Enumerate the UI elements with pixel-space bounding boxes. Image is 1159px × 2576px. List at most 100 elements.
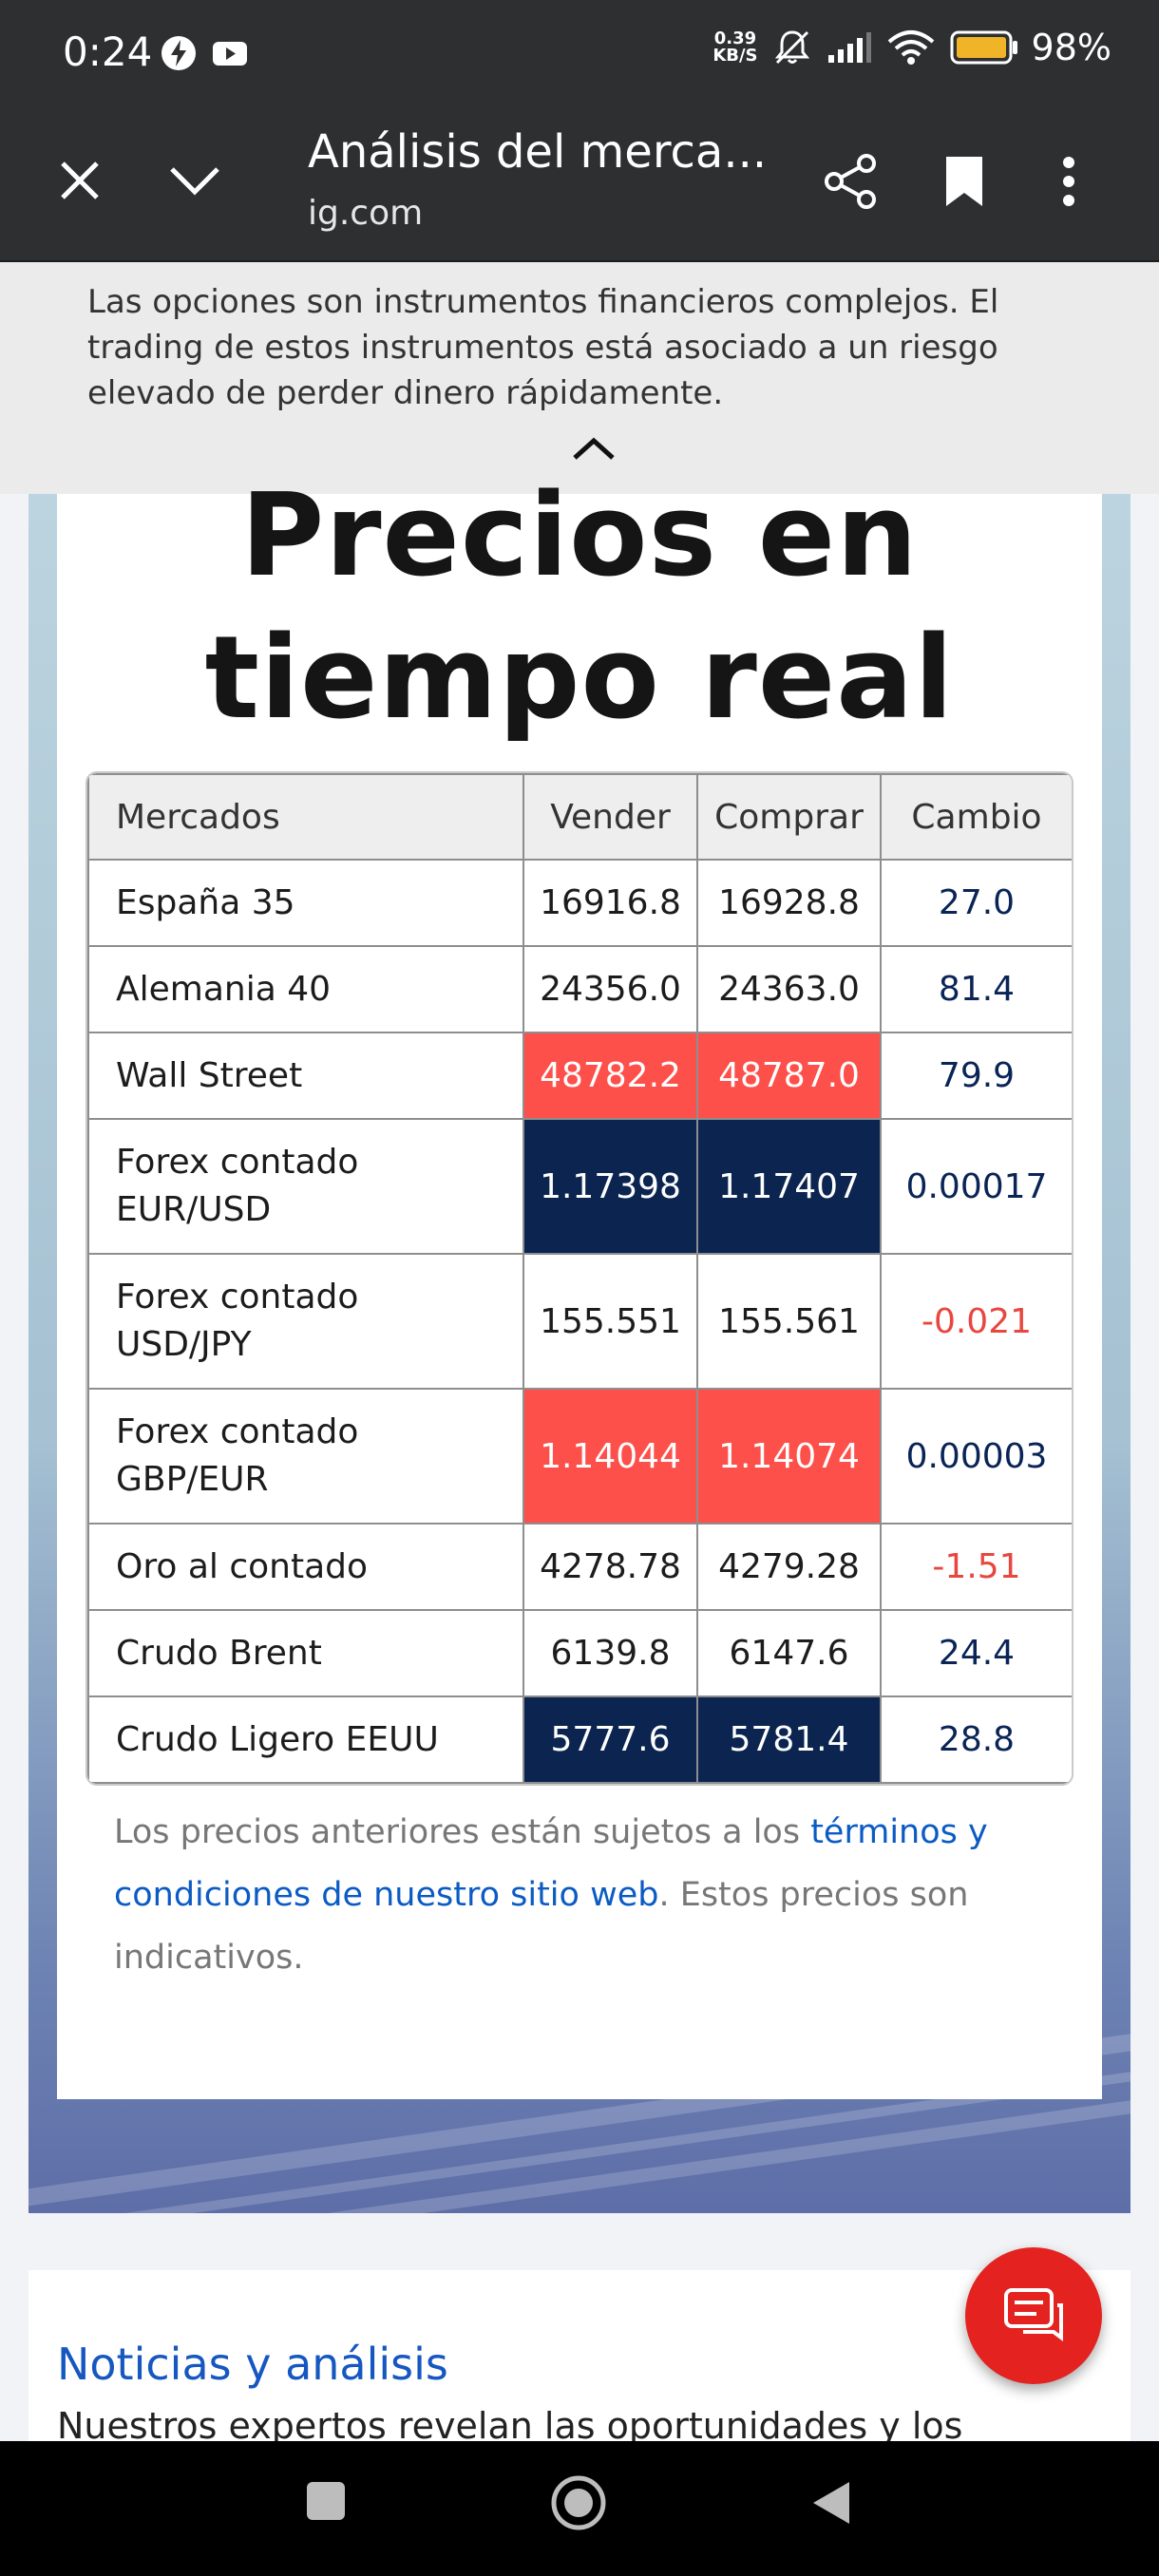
market-name: Oro al contado: [87, 1523, 524, 1611]
sell-price: 5777.6: [522, 1695, 698, 1784]
header-markets: Mercados: [87, 773, 524, 861]
market-name: Crudo Brent: [87, 1609, 524, 1697]
table-row[interactable]: Oro al contado 4278.78 4279.28 -1.51: [87, 1523, 1072, 1611]
change-value: 81.4: [880, 945, 1072, 1033]
market-name: España 35: [87, 859, 524, 947]
more-options-button[interactable]: [1045, 148, 1092, 215]
table-row[interactable]: Forex contado GBP/EUR 1.14044 1.14074 0.…: [87, 1388, 1072, 1525]
table-row[interactable]: Forex contado USD/JPY 155.551 155.561 -0…: [87, 1253, 1072, 1390]
disclaimer-text: Los precios anteriores están sujetos a l…: [114, 1813, 811, 1851]
page-domain[interactable]: ig.com: [308, 194, 424, 233]
battery-percent: 98%: [1031, 27, 1112, 68]
risk-warning-text: Las opciones son instrumentos financiero…: [87, 283, 999, 412]
buy-price: 48787.0: [696, 1032, 882, 1120]
buy-price: 16928.8: [696, 859, 882, 947]
chat-button[interactable]: [965, 2247, 1102, 2384]
change-value: 0.00003: [880, 1388, 1072, 1525]
signal-icon: [827, 32, 871, 63]
prices-disclaimer: Los precios anteriores están sujetos a l…: [114, 1801, 1045, 1989]
market-name: Alemania 40: [87, 945, 524, 1033]
browser-toolbar: Análisis del merca... ig.com: [0, 104, 1159, 262]
change-value: 27.0: [880, 859, 1072, 947]
home-circle-icon[interactable]: [549, 2473, 608, 2532]
mute-icon: [774, 30, 809, 65]
heading-line-1: Precios en: [240, 470, 919, 602]
buy-price: 1.14074: [696, 1388, 882, 1525]
close-button[interactable]: [51, 152, 108, 209]
market-name: Forex contado EUR/USD: [87, 1118, 524, 1255]
table-row[interactable]: Forex contado EUR/USD 1.17398 1.17407 0.…: [87, 1118, 1072, 1255]
buy-price: 155.561: [696, 1253, 882, 1390]
terms-link[interactable]: términos y condiciones de nuestro sitio …: [114, 1813, 988, 1914]
prices-table-wrapper: Mercados Vender Comprar Cambio España 35…: [86, 771, 1074, 1786]
market-name-line-2: EUR/USD: [116, 1190, 272, 1229]
page-title[interactable]: Análisis del merca...: [308, 125, 768, 179]
chat-icon: [1004, 2288, 1063, 2341]
minimize-button[interactable]: [162, 152, 228, 209]
heading-line-2: tiempo real: [204, 613, 955, 745]
share-button[interactable]: [817, 148, 884, 215]
change-value: 28.8: [880, 1695, 1072, 1784]
market-name-line-2: GBP/EUR: [116, 1460, 269, 1499]
change-value: 79.9: [880, 1032, 1072, 1120]
share-icon: [825, 154, 876, 209]
table-header-row: Mercados Vender Comprar Cambio: [87, 773, 1072, 861]
buy-price: 1.17407: [696, 1118, 882, 1255]
change-value: -1.51: [880, 1523, 1072, 1611]
market-name: Forex contado USD/JPY: [87, 1253, 524, 1390]
header-change: Cambio: [880, 773, 1072, 861]
table-row[interactable]: España 35 16916.8 16928.8 27.0: [87, 859, 1072, 947]
disclaimer-text-end: . Estos precios son indicativos.: [114, 1876, 969, 1977]
chevron-up-icon[interactable]: [565, 429, 622, 467]
wifi-icon: [887, 30, 934, 65]
bookmark-icon: [946, 157, 982, 206]
recents-square-icon[interactable]: [304, 2479, 348, 2523]
system-nav-bar: [0, 2441, 1159, 2576]
news-section: Noticias y análisis Nuestros expertos re…: [28, 2270, 1130, 2460]
prices-table: Mercados Vender Comprar Cambio España 35…: [87, 773, 1072, 1784]
speed-value: 0.39: [713, 28, 757, 48]
prices-card: Precios en tiempo real Mercados Vender C…: [57, 470, 1102, 2099]
youtube-icon: [213, 42, 247, 66]
sell-price: 6139.8: [522, 1609, 698, 1697]
market-name: Crudo Ligero EEUU: [87, 1695, 524, 1784]
news-title[interactable]: Noticias y análisis: [57, 2339, 448, 2390]
sell-price: 48782.2: [522, 1032, 698, 1120]
header-sell: Vender: [522, 773, 698, 861]
change-value: 0.00017: [880, 1118, 1072, 1255]
market-name: Wall Street: [87, 1032, 524, 1120]
more-vert-icon: [1063, 157, 1074, 206]
prices-heading: Precios en tiempo real: [57, 465, 1102, 750]
back-triangle-icon[interactable]: [809, 2479, 853, 2527]
sell-price: 155.551: [522, 1253, 698, 1390]
table-row[interactable]: Crudo Ligero EEUU 5777.6 5781.4 28.8: [87, 1695, 1072, 1784]
sell-price: 4278.78: [522, 1523, 698, 1611]
flash-icon: [162, 36, 196, 70]
status-time: 0:24: [63, 28, 153, 75]
speed-unit: KB/S: [712, 46, 758, 66]
close-icon: [61, 161, 99, 199]
change-value: 24.4: [880, 1609, 1072, 1697]
header-buy: Comprar: [696, 773, 882, 861]
buy-price: 5781.4: [696, 1695, 882, 1784]
buy-price: 4279.28: [696, 1523, 882, 1611]
sell-price: 1.14044: [522, 1388, 698, 1525]
bookmark-button[interactable]: [931, 148, 998, 215]
sell-price: 24356.0: [522, 945, 698, 1033]
change-value: -0.021: [880, 1253, 1072, 1390]
table-row[interactable]: Alemania 40 24356.0 24363.0 81.4: [87, 945, 1072, 1033]
market-name-line-1: Forex contado: [116, 1412, 359, 1451]
news-subtitle: Nuestros expertos revelan las oportunida…: [57, 2405, 963, 2447]
status-right: 0.39 KB/S 98%: [712, 27, 1112, 68]
table-row[interactable]: Crudo Brent 6139.8 6147.6 24.4: [87, 1609, 1072, 1697]
network-speed: 0.39 KB/S: [712, 30, 757, 65]
status-bar: 0:24 0.39 KB/S: [0, 0, 1159, 104]
sell-price: 1.17398: [522, 1118, 698, 1255]
buy-price: 24363.0: [696, 945, 882, 1033]
market-name-line-2: USD/JPY: [116, 1325, 252, 1364]
market-name: Forex contado GBP/EUR: [87, 1388, 524, 1525]
chevron-down-icon: [170, 167, 219, 196]
buy-price: 6147.6: [696, 1609, 882, 1697]
table-row[interactable]: Wall Street 48782.2 48787.0 79.9: [87, 1032, 1072, 1120]
market-name-line-1: Forex contado: [116, 1143, 359, 1182]
